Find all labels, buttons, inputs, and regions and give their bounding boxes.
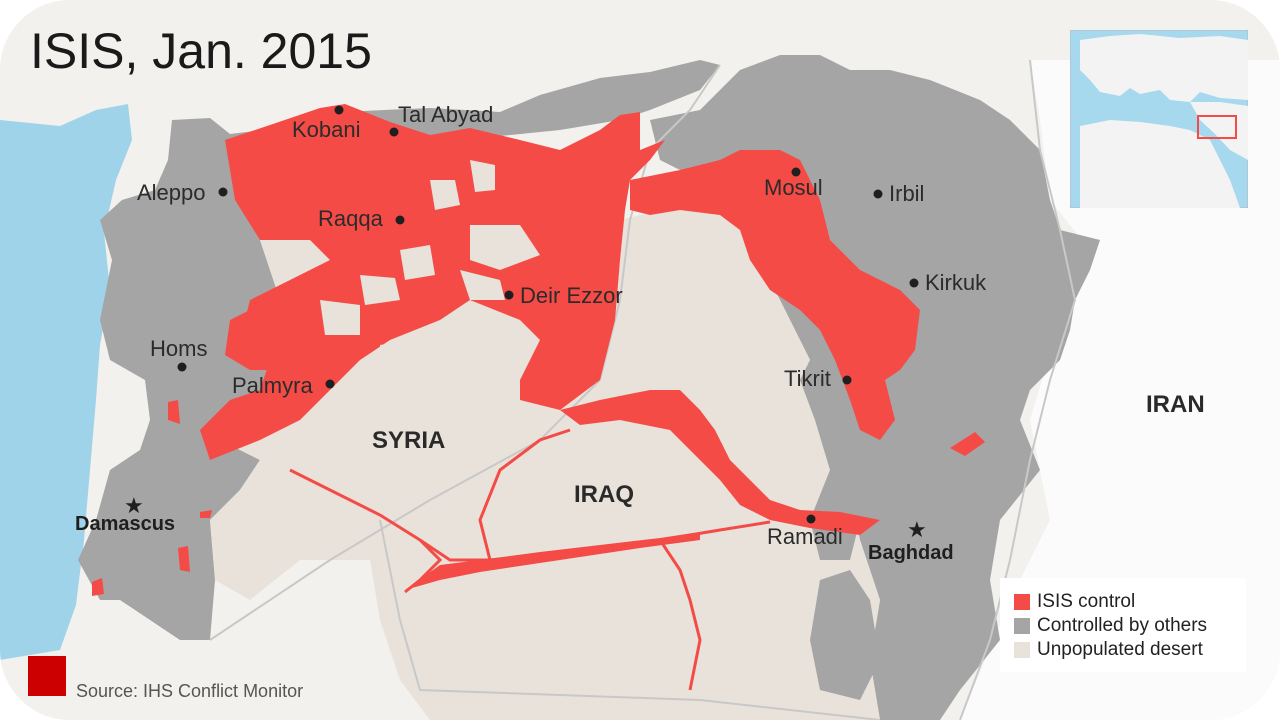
city-dot xyxy=(218,187,228,197)
city-dot xyxy=(395,215,405,225)
city-label-deir-ezzor: Deir Ezzor xyxy=(520,283,623,308)
city-label-irbil: Irbil xyxy=(889,181,924,206)
city-label-palmyra: Palmyra xyxy=(232,373,313,398)
legend-swatch-desert xyxy=(1014,642,1030,658)
source-credit: Source: IHS Conflict Monitor xyxy=(76,681,303,701)
city-dot xyxy=(873,189,883,199)
legend-item-desert: Unpopulated desert xyxy=(1014,638,1234,662)
iran-land xyxy=(960,60,1280,720)
city-label-kirkuk: Kirkuk xyxy=(925,270,987,295)
city-dot xyxy=(389,127,399,137)
capital-baghdad: ★ Baghdad xyxy=(868,518,954,564)
city-mosul: Mosul xyxy=(764,167,823,200)
city-dot xyxy=(334,105,344,115)
city-label-homs: Homs xyxy=(150,336,207,361)
map-title: ISIS, Jan. 2015 xyxy=(30,23,372,79)
capital-star-icon: ★ xyxy=(907,518,927,543)
city-label-kobani: Kobani xyxy=(292,117,361,142)
locator-rectangle-icon xyxy=(1197,115,1237,139)
city-irbil: Irbil xyxy=(873,181,924,206)
city-label-ramadi: Ramadi xyxy=(767,524,843,549)
country-label-syria: SYRIA xyxy=(372,427,445,454)
city-dot xyxy=(909,278,919,288)
border-iraq-south xyxy=(379,519,881,720)
isis-spot-west-4 xyxy=(200,510,212,518)
legend-swatch-others xyxy=(1014,618,1030,634)
legend-item-others: Controlled by others xyxy=(1014,614,1234,638)
city-dot xyxy=(791,167,801,177)
country-label-iran: IRAN xyxy=(1146,391,1205,418)
legend-item-isis: ISIS control xyxy=(1014,590,1234,614)
city-label-aleppo: Aleppo xyxy=(137,180,206,205)
inset-africa xyxy=(1080,120,1240,208)
gray-iraq-central xyxy=(800,340,870,560)
city-label-tal-abyad: Tal Abyad xyxy=(398,102,493,127)
city-label-tikrit: Tikrit xyxy=(784,366,831,391)
city-dot xyxy=(325,379,335,389)
city-dot xyxy=(806,514,816,524)
isis-spot-west-1 xyxy=(168,400,180,424)
legend-swatch-isis xyxy=(1014,594,1030,610)
city-kobani: Kobani xyxy=(292,105,361,142)
inset-locator-map xyxy=(1070,30,1248,208)
isis-spot-west-3 xyxy=(92,578,104,596)
city-deir-ezzor: Deir Ezzor xyxy=(504,283,623,308)
map-legend: ISIS control Controlled by others Unpopu… xyxy=(1000,578,1246,672)
gray-iraq-south xyxy=(810,570,880,700)
city-label-mosul: Mosul xyxy=(764,175,823,200)
city-raqqa: Raqqa xyxy=(318,206,405,231)
isis-mosul-tikrit xyxy=(630,150,920,440)
city-dot xyxy=(504,290,514,300)
city-kirkuk: Kirkuk xyxy=(909,270,987,295)
city-ramadi: Ramadi xyxy=(767,514,843,549)
isis-north-syria xyxy=(200,104,665,460)
capital-damascus: ★ Damascus xyxy=(75,494,175,535)
isis-spot-iran-border xyxy=(950,432,985,456)
city-dot xyxy=(842,375,852,385)
border-iraq-iran xyxy=(959,59,1077,720)
desert-holes xyxy=(320,160,540,395)
cnn-logo-icon xyxy=(28,656,66,696)
mediterranean-sea xyxy=(0,104,132,660)
city-homs: Homs xyxy=(150,336,207,372)
capital-label-baghdad: Baghdad xyxy=(868,542,954,564)
capital-star-icon: ★ xyxy=(124,494,144,519)
city-label-raqqa: Raqqa xyxy=(318,206,384,231)
capital-label-damascus: Damascus xyxy=(75,513,175,535)
country-label-iraq: IRAQ xyxy=(574,481,634,508)
legend-label-isis: ISIS control xyxy=(1037,591,1136,612)
isis-euphrates xyxy=(560,390,880,535)
city-aleppo: Aleppo xyxy=(137,180,228,205)
inset-europe xyxy=(1080,34,1248,102)
isis-spot-west-2 xyxy=(178,546,190,572)
city-palmyra: Palmyra xyxy=(232,373,335,398)
city-tal-abyad: Tal Abyad xyxy=(389,102,493,137)
isis-southern-band xyxy=(405,532,700,590)
city-tikrit: Tikrit xyxy=(784,366,852,391)
legend-label-others: Controlled by others xyxy=(1037,615,1208,636)
legend-label-desert: Unpopulated desert xyxy=(1037,639,1203,660)
city-dot xyxy=(177,362,187,372)
isis-homs-pocket xyxy=(225,300,300,370)
